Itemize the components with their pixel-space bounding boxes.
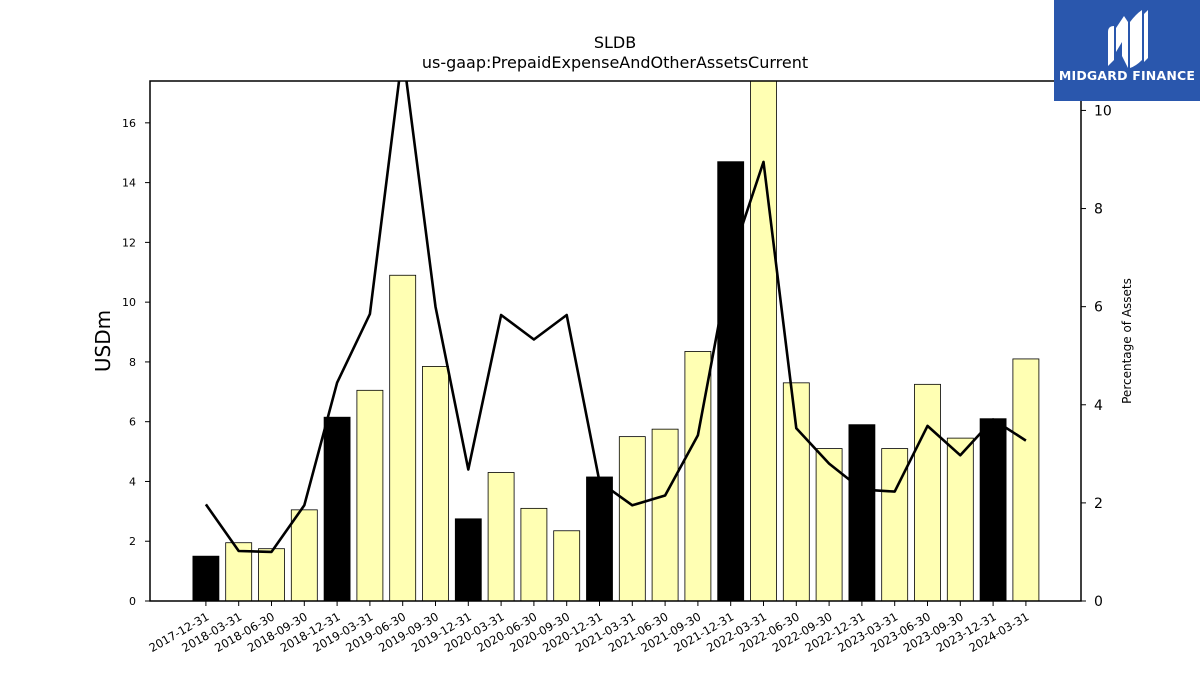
y2-axis-label: Percentage of Assets (1120, 278, 1134, 404)
bar-2023-12-31 (979, 418, 1007, 601)
midgard-logo-icon (1108, 10, 1148, 68)
bar-2021-06-30 (651, 428, 679, 601)
bar-2018-12-31 (323, 416, 351, 601)
y-tick-label-16: 16 (122, 117, 136, 130)
y2-tick-label-0: 0 (1094, 594, 1103, 610)
chart-title: SLDB (594, 33, 636, 52)
y2-tick-label-4: 4 (1094, 398, 1103, 414)
bar-2019-03-31 (356, 389, 384, 601)
bar-2019-12-31 (454, 518, 482, 601)
y2-tick-label-8: 8 (1094, 202, 1103, 218)
percentage-line-path (204, 81, 1027, 554)
plot-frame (149, 80, 1082, 602)
bar-2021-03-31 (618, 436, 646, 601)
bar-2020-09-30 (553, 530, 581, 601)
y-tick-label-14: 14 (122, 177, 136, 190)
x-axis: 2017-12-312018-03-312018-06-302018-09-30… (147, 601, 1031, 655)
bar-2020-06-30 (520, 507, 548, 601)
bar-2023-09-30 (946, 437, 974, 601)
bar-2022-06-30 (782, 382, 810, 601)
chart-subtitle: us-gaap:PrepaidExpenseAndOtherAssetsCurr… (422, 53, 808, 72)
y-axis-right: 0 2 4 6 8 10 (1081, 103, 1112, 610)
y-tick-label-2: 2 (129, 535, 136, 548)
bar-2022-09-30 (815, 448, 843, 601)
bar-2017-12-31 (192, 555, 220, 601)
y-tick-label-12: 12 (122, 236, 136, 249)
bar-2024-03-31 (1012, 358, 1040, 601)
bar-2018-09-30 (290, 509, 318, 601)
y2-tick-label-6: 6 (1094, 300, 1103, 316)
bar-2022-12-31 (848, 424, 876, 601)
y-tick-label-4: 4 (129, 475, 136, 488)
brand-name: MIDGARD FINANCE (1058, 68, 1196, 83)
bar-2019-06-30 (389, 274, 417, 601)
bar-2021-12-31 (717, 161, 745, 601)
y-tick-label-6: 6 (129, 416, 136, 429)
y2-tick-label-10: 10 (1094, 103, 1112, 119)
bar-2019-09-30 (422, 366, 449, 601)
bar-2022-03-31 (750, 81, 777, 601)
y-axis-left: 0 2 4 6 8 10 12 14 16 (122, 117, 150, 608)
brand-logo: MIDGARD FINANCE (1054, 0, 1200, 101)
bar-2023-06-30 (914, 383, 941, 601)
bar-2020-03-31 (487, 472, 515, 601)
percentage-line (204, 81, 1027, 554)
y2-tick-label-2: 2 (1094, 496, 1103, 512)
bars (192, 81, 1040, 601)
bar-2018-06-30 (258, 548, 285, 601)
y-tick-label-10: 10 (122, 296, 136, 309)
y-tick-label-0: 0 (129, 595, 136, 608)
y-axis-label: USDm (91, 310, 115, 372)
y-tick-label-8: 8 (129, 356, 136, 369)
bar-2020-12-31 (586, 476, 613, 601)
